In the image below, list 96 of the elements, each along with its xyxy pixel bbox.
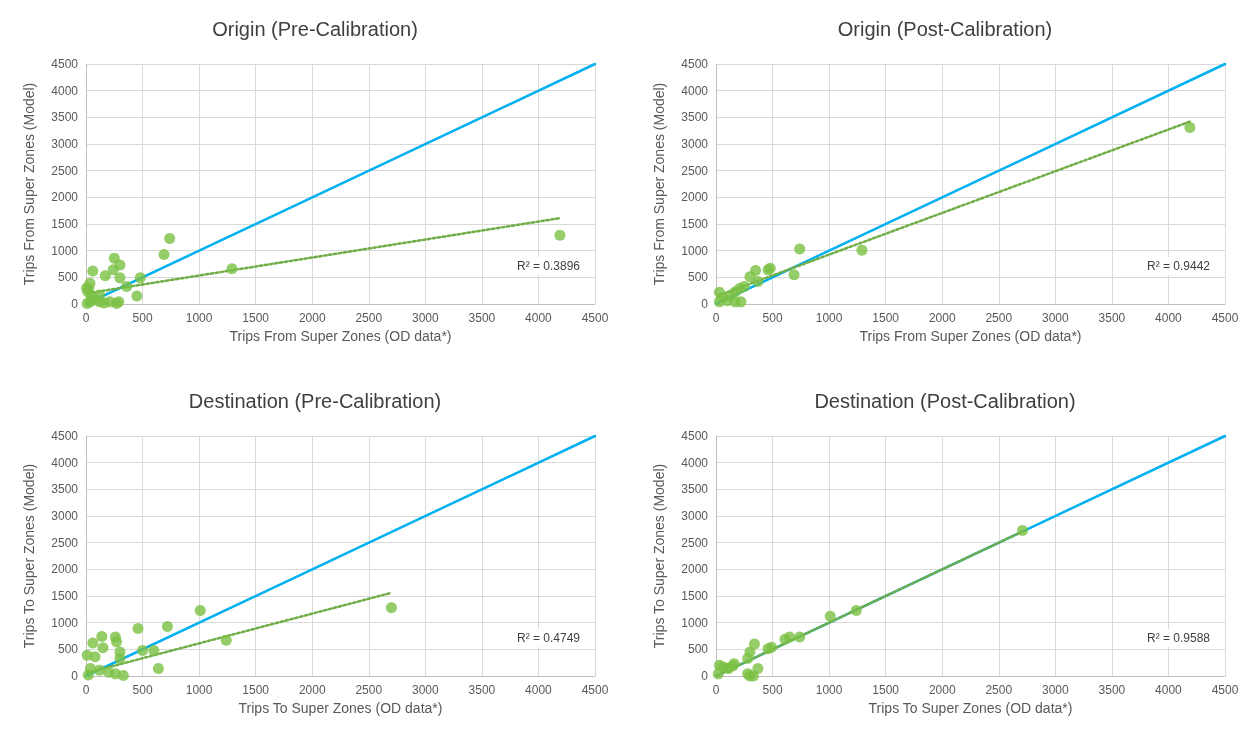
y-axis-title: Trips To Super Zones (Model)	[651, 463, 667, 649]
x-tick-label: 500	[762, 683, 783, 697]
y-tick-label: 4500	[51, 429, 79, 443]
x-tick-label: 500	[132, 311, 153, 325]
x-axis-title: Trips From Super Zones (OD data*)	[229, 327, 452, 344]
y-tick-label: 4000	[51, 83, 79, 98]
y-tick-label: 3500	[51, 482, 79, 497]
y-tick-label: 500	[687, 270, 709, 285]
chart-title: Origin (Post-Calibration)	[837, 18, 1053, 40]
x-tick-label: 1000	[185, 311, 213, 325]
x-axis-title: Trips From Super Zones (OD data*)	[859, 327, 1082, 344]
x-axis-title: Trips To Super Zones (OD data*)	[238, 699, 443, 716]
x-tick-label: 0	[82, 683, 90, 697]
x-tick-label: 2500	[355, 311, 383, 325]
y-tick-label: 3500	[681, 110, 709, 125]
y-axis-title: Trips From Super Zones (Model)	[651, 82, 667, 286]
y-tick-label: 500	[57, 270, 79, 285]
x-tick-label: 500	[132, 683, 153, 697]
y-tick-label: 500	[687, 642, 709, 657]
y-tick-label: 2000	[681, 562, 709, 577]
annotation: R² = 0.4749	[516, 631, 581, 645]
annotation: R² = 0.3896	[516, 259, 581, 273]
x-tick-label: 1000	[815, 683, 843, 697]
x-tick-label: 2500	[985, 311, 1013, 325]
y-tick-label: 500	[57, 642, 79, 657]
y-tick-label: 0	[71, 669, 79, 683]
y-axis-title: Trips From Super Zones (Model)	[21, 82, 37, 286]
annotation: R² = 0.9588	[1146, 631, 1211, 645]
x-tick-label: 1500	[872, 683, 900, 697]
y-tick-label: 2500	[51, 163, 79, 178]
y-tick-label: 2000	[51, 562, 79, 577]
x-tick-label: 2500	[985, 683, 1013, 697]
y-tick-label: 1000	[681, 615, 709, 630]
y-tick-label: 3000	[51, 137, 79, 151]
y-tick-label: 1500	[681, 217, 709, 231]
y-tick-label: 0	[701, 669, 709, 683]
x-tick-label: 1500	[872, 311, 900, 325]
y-tick-label: 1500	[51, 217, 79, 231]
x-tick-label: 3500	[468, 311, 496, 325]
x-tick-label: 4000	[525, 311, 553, 325]
x-tick-label: 0	[712, 683, 720, 697]
y-tick-label: 1500	[51, 589, 79, 603]
y-tick-label: 3000	[51, 509, 79, 523]
y-tick-label: 4500	[681, 57, 709, 71]
x-tick-label: 500	[762, 311, 783, 325]
x-tick-label: 0	[82, 311, 90, 325]
y-tick-label: 4000	[681, 83, 709, 98]
y-tick-label: 1500	[681, 589, 709, 603]
y-tick-label: 4500	[681, 429, 709, 443]
y-tick-label: 2500	[681, 163, 709, 178]
y-tick-label: 4500	[51, 57, 79, 71]
x-tick-label: 3500	[1098, 683, 1126, 697]
x-tick-label: 4500	[581, 311, 609, 325]
y-tick-label: 2500	[51, 535, 79, 550]
y-tick-label: 1000	[51, 243, 79, 258]
x-tick-label: 4500	[581, 683, 609, 697]
x-tick-label: 1500	[242, 311, 270, 325]
x-tick-label: 1000	[815, 311, 843, 325]
x-tick-label: 1000	[185, 683, 213, 697]
y-tick-label: 0	[71, 297, 79, 311]
y-tick-label: 4000	[51, 455, 79, 470]
y-tick-label: 3000	[681, 509, 709, 523]
y-tick-label: 2000	[51, 190, 79, 205]
x-tick-label: 3000	[1041, 683, 1069, 697]
chart-title: Origin (Pre-Calibration)	[212, 18, 418, 40]
x-tick-label: 2000	[928, 311, 956, 325]
y-axis-title: Trips To Super Zones (Model)	[21, 463, 37, 649]
x-tick-label: 4000	[1155, 311, 1183, 325]
y-tick-label: 0	[701, 297, 709, 311]
x-axis-title: Trips To Super Zones (OD data*)	[868, 699, 1073, 716]
y-tick-label: 3500	[51, 110, 79, 125]
x-tick-label: 2000	[298, 683, 326, 697]
y-tick-label: 2500	[681, 535, 709, 550]
x-tick-label: 3500	[468, 683, 496, 697]
x-tick-label: 3000	[411, 683, 439, 697]
x-tick-label: 4000	[1155, 683, 1183, 697]
x-tick-label: 4500	[1211, 311, 1239, 325]
y-tick-label: 4000	[681, 455, 709, 470]
x-tick-label: 3000	[1041, 311, 1069, 325]
x-tick-label: 2000	[298, 311, 326, 325]
y-tick-label: 1000	[51, 615, 79, 630]
annotation: R² = 0.9442	[1146, 259, 1211, 273]
y-tick-label: 1000	[681, 243, 709, 258]
x-tick-label: 4000	[525, 683, 553, 697]
x-tick-label: 3500	[1098, 311, 1126, 325]
y-tick-label: 3000	[681, 137, 709, 151]
y-tick-label: 2000	[681, 190, 709, 205]
x-tick-label: 2500	[355, 683, 383, 697]
x-tick-label: 1500	[242, 683, 270, 697]
x-tick-label: 3000	[411, 311, 439, 325]
x-tick-label: 2000	[928, 683, 956, 697]
x-tick-label: 4500	[1211, 683, 1239, 697]
y-tick-label: 3500	[681, 482, 709, 497]
x-tick-label: 0	[712, 311, 720, 325]
chart-title: Destination (Pre-Calibration)	[188, 390, 442, 412]
chart-title: Destination (Post-Calibration)	[814, 390, 1076, 412]
